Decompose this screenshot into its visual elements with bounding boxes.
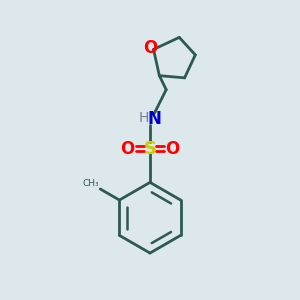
Text: O: O bbox=[120, 140, 134, 158]
Text: S: S bbox=[143, 140, 157, 158]
Text: O: O bbox=[143, 39, 158, 57]
Text: H: H bbox=[138, 111, 149, 124]
Text: O: O bbox=[166, 140, 180, 158]
Text: CH₃: CH₃ bbox=[82, 179, 99, 188]
Text: N: N bbox=[148, 110, 161, 128]
